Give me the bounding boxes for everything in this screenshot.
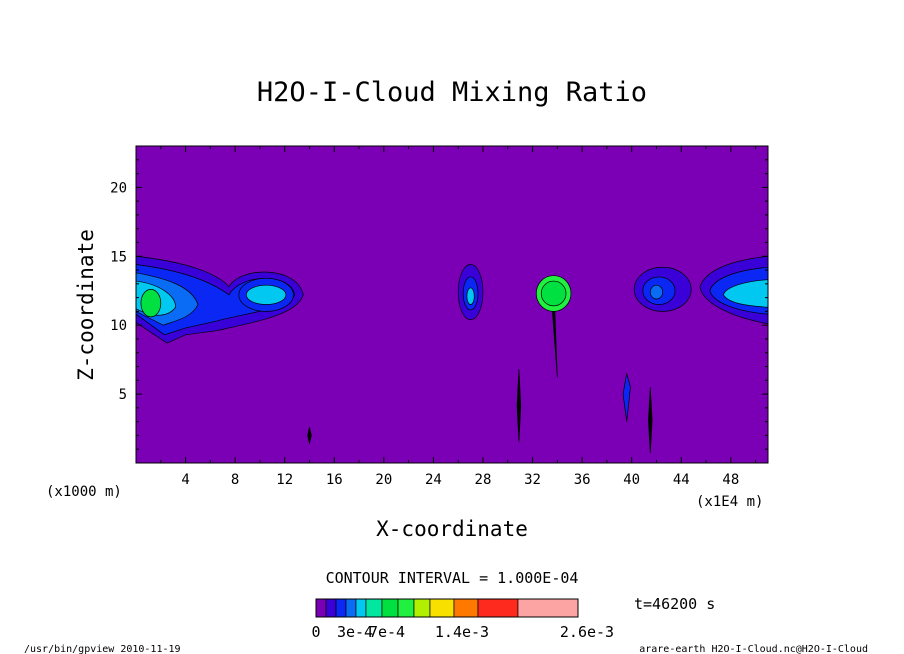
y-tick-label: 10 bbox=[110, 318, 127, 334]
x-tick-label: 36 bbox=[574, 472, 591, 488]
x-tick-label: 44 bbox=[673, 472, 690, 488]
colorbar-label: 1.4e-3 bbox=[435, 623, 489, 641]
colorbar-swatch bbox=[365, 598, 383, 618]
colorbar-swatch bbox=[517, 598, 579, 618]
cloud-right-lobe-inner bbox=[245, 284, 287, 305]
x-unit-left: (x1000 m) bbox=[46, 484, 122, 500]
colorbar-swatch bbox=[381, 598, 399, 618]
cloud-right-core bbox=[723, 279, 769, 308]
colorbar-label: 0 bbox=[311, 623, 320, 641]
x-axis-label: X-coordinate bbox=[376, 517, 528, 541]
time-label: t=46200 s bbox=[634, 595, 715, 613]
cloud-contours bbox=[135, 255, 769, 454]
colorbar-frame bbox=[315, 598, 579, 618]
x-tick-label: 32 bbox=[524, 472, 541, 488]
x-tick-label: 4 bbox=[181, 472, 189, 488]
filament-40 bbox=[622, 373, 631, 422]
footer-left: /usr/bin/gpview 2010-11-19 bbox=[24, 644, 181, 654]
filament-41 bbox=[648, 387, 653, 454]
colorbar bbox=[315, 598, 579, 618]
x-unit-right: (x1E4 m) bbox=[696, 494, 763, 510]
cloud-42-core bbox=[649, 284, 664, 300]
y-ticks: 5 10 15 20 bbox=[110, 159, 768, 450]
x-tick-label: 40 bbox=[623, 472, 640, 488]
colorbar-label: 7e-4 bbox=[369, 623, 405, 641]
x-tick-label: 12 bbox=[276, 472, 293, 488]
y-tick-label: 15 bbox=[110, 249, 127, 265]
x-tick-label: 48 bbox=[722, 472, 739, 488]
plot-frame bbox=[135, 145, 769, 464]
colorbar-swatch bbox=[477, 598, 519, 618]
colorbar-swatch bbox=[429, 598, 455, 618]
colorbar-label: 2.6e-3 bbox=[560, 623, 614, 641]
y-tick-label: 20 bbox=[110, 180, 127, 196]
x-tick-label: 16 bbox=[326, 472, 343, 488]
colorbar-swatch bbox=[325, 598, 337, 618]
x-tick-label: 24 bbox=[425, 472, 442, 488]
x-tick-label: 28 bbox=[475, 472, 492, 488]
y-axis-label: Z-coordinate bbox=[74, 229, 98, 381]
x-ticks: 4 8 12 16 20 24 28 32 36 40 44 48 bbox=[160, 146, 757, 488]
colorbar-swatch bbox=[335, 598, 347, 618]
filament-14 bbox=[307, 427, 312, 444]
colorbar-swatch bbox=[413, 598, 431, 618]
cloud-27-core bbox=[466, 287, 475, 305]
colorbar-labels: 0 3e-47e-4 1.4e-3 2.6e-3 bbox=[311, 623, 614, 641]
x-tick-label: 8 bbox=[231, 472, 239, 488]
colorbar-swatch bbox=[315, 598, 327, 618]
y-tick-label: 5 bbox=[119, 387, 127, 403]
x-tick-label: 20 bbox=[375, 472, 392, 488]
colorbar-swatch bbox=[397, 598, 415, 618]
colorbar-swatch bbox=[453, 598, 479, 618]
chart-title: H2O-I-Cloud Mixing Ratio bbox=[257, 77, 647, 108]
cloud-core-left bbox=[140, 288, 162, 318]
footer-right: arare-earth_H2O-I-Cloud.nc@H2O-I-Cloud bbox=[639, 644, 868, 654]
colorbar-swatch bbox=[355, 598, 367, 618]
colorbar-swatch bbox=[345, 598, 357, 618]
colorbar-label: 3e-4 bbox=[337, 623, 373, 641]
cloud-33-core bbox=[540, 280, 567, 307]
contour-interval-label: CONTOUR INTERVAL = 1.000E-04 bbox=[326, 569, 579, 587]
filament-31 bbox=[516, 369, 522, 443]
